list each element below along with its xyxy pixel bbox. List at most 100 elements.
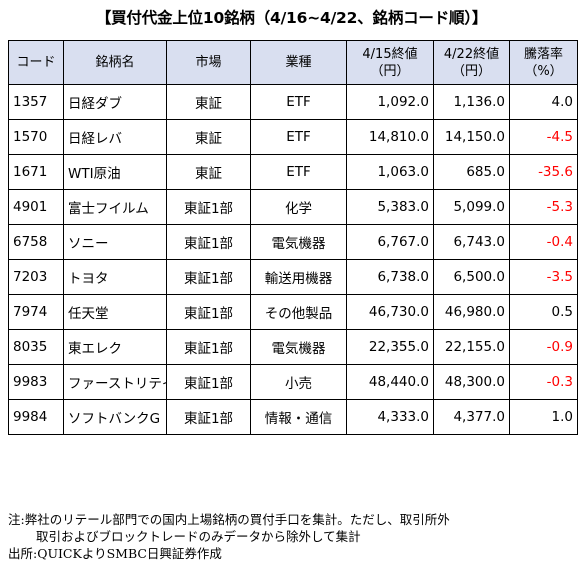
cell-change: 0.5 bbox=[509, 294, 578, 330]
cell-market: 東証1部 bbox=[166, 399, 251, 435]
cell-name: 富士フイルム bbox=[63, 189, 167, 225]
table-row: 1357 日経ダブ 東証 ETF 1,092.0 1,136.0 4.0 bbox=[8, 84, 578, 120]
cell-change: 1.0 bbox=[509, 399, 578, 435]
ranking-table: コード 銘柄名 市場 業種 4/15終値 （円） 4/22終値 （円） 騰落率 … bbox=[8, 40, 578, 435]
table-header-row: コード 銘柄名 市場 業種 4/15終値 （円） 4/22終値 （円） 騰落率 … bbox=[8, 40, 578, 85]
cell-close-0422: 5,099.0 bbox=[433, 189, 510, 225]
footnote-line: 取引およびブロックトレードのみデータから除外して集計 bbox=[36, 529, 361, 544]
footnotes: 注:弊社のリテール部門での国内上場銘柄の買付手口を集計。ただし、取引所外 取引お… bbox=[8, 511, 580, 562]
cell-market: 東証1部 bbox=[166, 189, 251, 225]
cell-close-0415: 1,063.0 bbox=[346, 154, 434, 190]
cell-market: 東証1部 bbox=[166, 224, 251, 260]
table-body: 1357 日経ダブ 東証 ETF 1,092.0 1,136.0 4.0 157… bbox=[8, 84, 578, 435]
cell-industry: 化学 bbox=[250, 189, 347, 225]
table-row: 1570 日経レバ 東証 ETF 14,810.0 14,150.0 -4.5 bbox=[8, 119, 578, 155]
cell-industry: ETF bbox=[250, 84, 347, 120]
cell-change: -0.4 bbox=[509, 224, 578, 260]
cell-close-0415: 5,383.0 bbox=[346, 189, 434, 225]
cell-market: 東証 bbox=[166, 119, 251, 155]
cell-industry: ETF bbox=[250, 154, 347, 190]
cell-name: ソニー bbox=[63, 224, 167, 260]
cell-name: 東エレク bbox=[63, 329, 167, 365]
cell-market: 東証1部 bbox=[166, 364, 251, 400]
cell-market: 東証1部 bbox=[166, 294, 251, 330]
cell-close-0422: 4,377.0 bbox=[433, 399, 510, 435]
cell-close-0415: 46,730.0 bbox=[346, 294, 434, 330]
cell-industry: その他製品 bbox=[250, 294, 347, 330]
cell-change: -3.5 bbox=[509, 259, 578, 295]
cell-name: トヨタ bbox=[63, 259, 167, 295]
page-title: 【買付代金上位10銘柄（4/16~4/22、銘柄コード順）】 bbox=[95, 9, 488, 27]
cell-close-0422: 14,150.0 bbox=[433, 119, 510, 155]
cell-industry: 輸送用機器 bbox=[250, 259, 347, 295]
cell-name: 日経ダブ bbox=[63, 84, 167, 120]
cell-name: 日経レバ bbox=[63, 119, 167, 155]
cell-change: 4.0 bbox=[509, 84, 578, 120]
cell-name: ソフトバンクG bbox=[63, 399, 167, 435]
cell-code: 7974 bbox=[8, 294, 64, 330]
cell-market: 東証 bbox=[166, 84, 251, 120]
header-market: 市場 bbox=[166, 40, 251, 85]
cell-close-0415: 6,738.0 bbox=[346, 259, 434, 295]
cell-close-0415: 6,767.0 bbox=[346, 224, 434, 260]
table-row: 9983 ファーストリテイ 東証1部 小売 48,440.0 48,300.0 … bbox=[8, 364, 578, 400]
cell-code: 1570 bbox=[8, 119, 64, 155]
source-note: 出所:QUICKよりSMBC日興証券作成 bbox=[8, 546, 222, 561]
cell-close-0415: 22,355.0 bbox=[346, 329, 434, 365]
cell-industry: 電気機器 bbox=[250, 224, 347, 260]
header-close-0415: 4/15終値 （円） bbox=[346, 40, 434, 85]
table-row: 7203 トヨタ 東証1部 輸送用機器 6,738.0 6,500.0 -3.5 bbox=[8, 259, 578, 295]
header-name: 銘柄名 bbox=[63, 40, 167, 85]
header-close-0415-line2: （円） bbox=[370, 63, 410, 79]
table-row: 8035 東エレク 東証1部 電気機器 22,355.0 22,155.0 -0… bbox=[8, 329, 578, 365]
cell-code: 7203 bbox=[8, 259, 64, 295]
cell-industry: ETF bbox=[250, 119, 347, 155]
cell-close-0422: 685.0 bbox=[433, 154, 510, 190]
table-row: 1671 WTI原油 東証 ETF 1,063.0 685.0 -35.6 bbox=[8, 154, 578, 190]
cell-name: ファーストリテイ bbox=[63, 364, 167, 400]
cell-name: WTI原油 bbox=[63, 154, 167, 190]
cell-code: 4901 bbox=[8, 189, 64, 225]
cell-code: 6758 bbox=[8, 224, 64, 260]
cell-code: 9983 bbox=[8, 364, 64, 400]
cell-close-0422: 1,136.0 bbox=[433, 84, 510, 120]
header-change-line1: 騰落率 bbox=[523, 46, 563, 62]
cell-code: 9984 bbox=[8, 399, 64, 435]
header-close-0422-line2: （円） bbox=[451, 63, 491, 79]
cell-close-0415: 4,333.0 bbox=[346, 399, 434, 435]
cell-close-0422: 48,300.0 bbox=[433, 364, 510, 400]
cell-code: 8035 bbox=[8, 329, 64, 365]
cell-close-0422: 22,155.0 bbox=[433, 329, 510, 365]
cell-industry: 小売 bbox=[250, 364, 347, 400]
cell-industry: 電気機器 bbox=[250, 329, 347, 365]
header-industry: 業種 bbox=[250, 40, 347, 85]
header-change: 騰落率 （%） bbox=[509, 40, 578, 85]
cell-market: 東証 bbox=[166, 154, 251, 190]
table-row: 7974 任天堂 東証1部 その他製品 46,730.0 46,980.0 0.… bbox=[8, 294, 578, 330]
cell-code: 1671 bbox=[8, 154, 64, 190]
cell-industry: 情報・通信 bbox=[250, 399, 347, 435]
header-close-0422-line1: 4/22終値 bbox=[443, 46, 500, 62]
cell-market: 東証1部 bbox=[166, 329, 251, 365]
table-row: 4901 富士フイルム 東証1部 化学 5,383.0 5,099.0 -5.3 bbox=[8, 189, 578, 225]
cell-change: -0.9 bbox=[509, 329, 578, 365]
cell-close-0415: 14,810.0 bbox=[346, 119, 434, 155]
cell-change: -35.6 bbox=[509, 154, 578, 190]
cell-change: -0.3 bbox=[509, 364, 578, 400]
cell-market: 東証1部 bbox=[166, 259, 251, 295]
cell-close-0415: 48,440.0 bbox=[346, 364, 434, 400]
header-close-0422: 4/22終値 （円） bbox=[433, 40, 510, 85]
table-row: 6758 ソニー 東証1部 電気機器 6,767.0 6,743.0 -0.4 bbox=[8, 224, 578, 260]
cell-name: 任天堂 bbox=[63, 294, 167, 330]
header-code: コード bbox=[8, 40, 64, 85]
footnote-line: 注:弊社のリテール部門での国内上場銘柄の買付手口を集計。ただし、取引所外 bbox=[8, 512, 450, 527]
table-row: 9984 ソフトバンクG 東証1部 情報・通信 4,333.0 4,377.0 … bbox=[8, 399, 578, 435]
cell-code: 1357 bbox=[8, 84, 64, 120]
cell-change: -4.5 bbox=[509, 119, 578, 155]
cell-close-0422: 6,743.0 bbox=[433, 224, 510, 260]
cell-close-0415: 1,092.0 bbox=[346, 84, 434, 120]
cell-change: -5.3 bbox=[509, 189, 578, 225]
cell-close-0422: 6,500.0 bbox=[433, 259, 510, 295]
cell-close-0422: 46,980.0 bbox=[433, 294, 510, 330]
header-change-line2: （%） bbox=[524, 63, 563, 79]
